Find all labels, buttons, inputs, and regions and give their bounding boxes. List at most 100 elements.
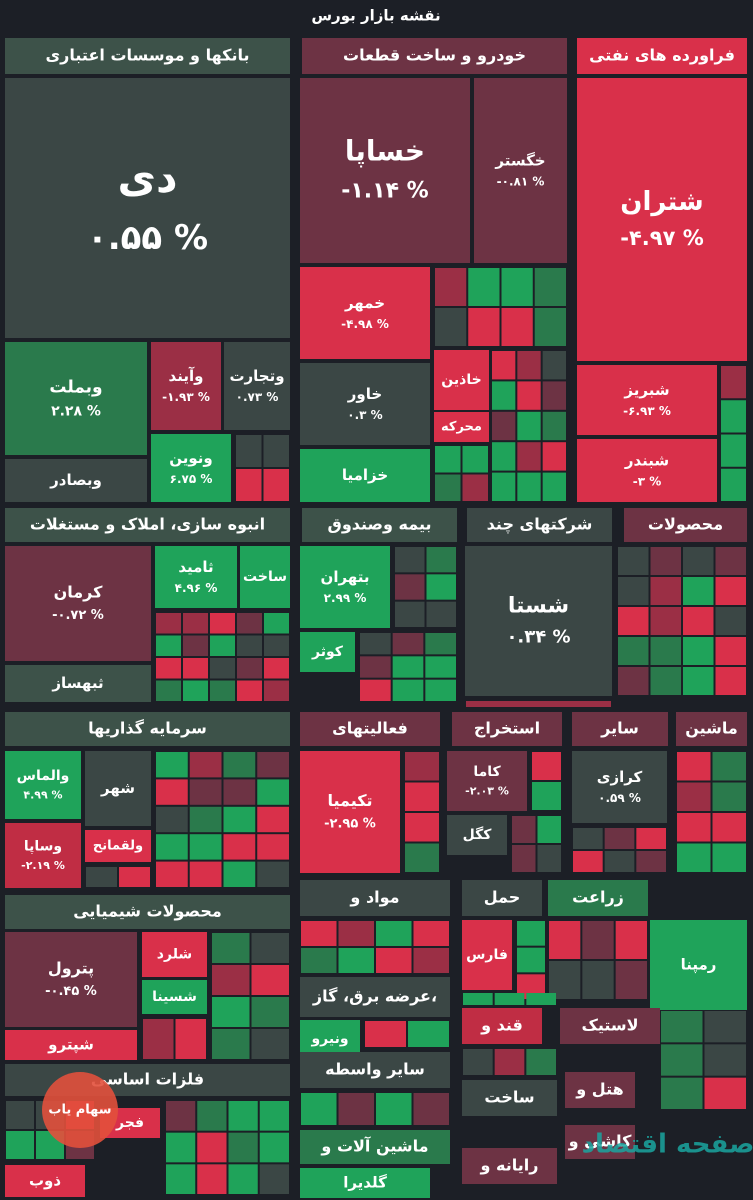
stock-cell [474,78,567,263]
stock-name: والماس [17,768,70,784]
filler-cell [264,613,289,634]
filler-cell [392,656,424,678]
stock-change: -۲.۱۹ % [21,859,65,872]
stock-cell [300,78,470,263]
filler-cell [582,921,614,959]
filler-cell [604,828,635,849]
sector-name: سایر واسطه [325,1060,425,1079]
filler-cell [156,680,181,701]
filler-cell [183,680,208,701]
filler-cell [6,1101,34,1129]
sector-header [300,1052,450,1088]
filler-cell [517,442,541,471]
sector-header [300,712,440,746]
filler-cell [236,469,262,501]
filler-cell [263,469,289,501]
filler-cell [650,667,681,695]
stock-name: شلرد [157,947,192,963]
stock-change: -۶.۹۳ % [623,404,671,418]
sector-header [302,508,457,542]
stock-name: گلدیرا [343,1174,387,1192]
filler-cell [257,779,289,805]
stock-name: خمهر [344,294,385,312]
filler-cell [425,656,456,678]
filler-cell [183,635,208,656]
sector-header [5,508,290,542]
stock-cell [577,365,717,435]
sector-header [560,1008,660,1044]
filler-cell [494,993,525,1005]
stock-change: -۴.۹۸ % [341,317,389,331]
filler-cell [395,574,425,600]
stock-change: ۰.۵۹ % [598,791,641,805]
watermark-logo [42,1072,118,1148]
filler-cell [712,813,746,842]
stock-cell [5,751,81,819]
filler-cell [573,851,603,872]
filler-cell [338,948,374,973]
filler-cell [156,861,188,887]
filler-cell [677,813,711,842]
filler-cell [435,308,467,346]
sector-header [5,895,290,929]
filler-cell [376,921,412,946]
filler-cell [338,1093,374,1125]
filler-cell [413,948,449,973]
filler-cell [301,948,337,973]
stock-change: -۳ % [633,474,662,488]
filler-cell [542,381,566,410]
sector-name: بانکها و موسسات اعتباری [46,46,250,65]
stock-name: ثبهساز [51,674,103,692]
filler-cell [392,679,424,701]
sector-header [300,1130,450,1164]
stock-cell [5,546,151,661]
filler-cell [537,816,561,843]
filler-cell [237,680,262,701]
filler-cell [712,782,746,811]
stock-name: رمپنا [681,956,717,975]
filler-cell [237,635,262,656]
sector-header [462,1008,542,1044]
sector-header [462,880,542,916]
filler-cell [392,633,424,655]
filler-cell [636,851,666,872]
sector-name: قند و [480,1016,523,1035]
filler-cell [715,547,746,575]
filler-cell [661,1044,703,1076]
stock-cell [300,1168,430,1198]
filler-cell [512,816,536,843]
sector-name: فراورده های نفتی [589,46,735,65]
filler-cell [365,1021,406,1047]
stock-cell [5,1165,85,1197]
stock-name: دی [117,153,177,202]
watermark-text: سهام یاب [48,1103,111,1118]
stock-name: وآیند [169,367,204,385]
filler-cell [661,1077,703,1109]
filler-cell [704,1077,746,1109]
stock-name: وتجارت [229,367,284,385]
filler-cell [251,965,289,995]
sector-name: مواد و [349,888,399,907]
sector-header [548,880,648,916]
filler-cell [360,679,391,701]
stock-cell [151,342,221,430]
filler-cell [376,948,412,973]
filler-cell [156,613,181,634]
filler-cell [6,1131,34,1159]
filler-cell [257,861,289,887]
stock-name: شبندر [624,451,669,469]
filler-cell [251,1029,289,1059]
filler-cell [405,813,439,842]
stock-name: شستا [508,594,569,619]
stock-name: پترول [48,959,94,979]
filler-cell [468,268,500,306]
stock-change: ۶.۷۵ % [170,472,213,486]
sector-header [462,1080,557,1116]
watermark-text: صفحه اقتصاد [582,1130,753,1160]
filler-cell [197,1132,227,1163]
filler-cell [650,607,681,635]
stock-name: ولقمانح [93,839,143,854]
stock-name: شسینا [152,989,197,1005]
filler-cell [237,613,262,634]
sector-name: لاستیک [581,1016,638,1035]
